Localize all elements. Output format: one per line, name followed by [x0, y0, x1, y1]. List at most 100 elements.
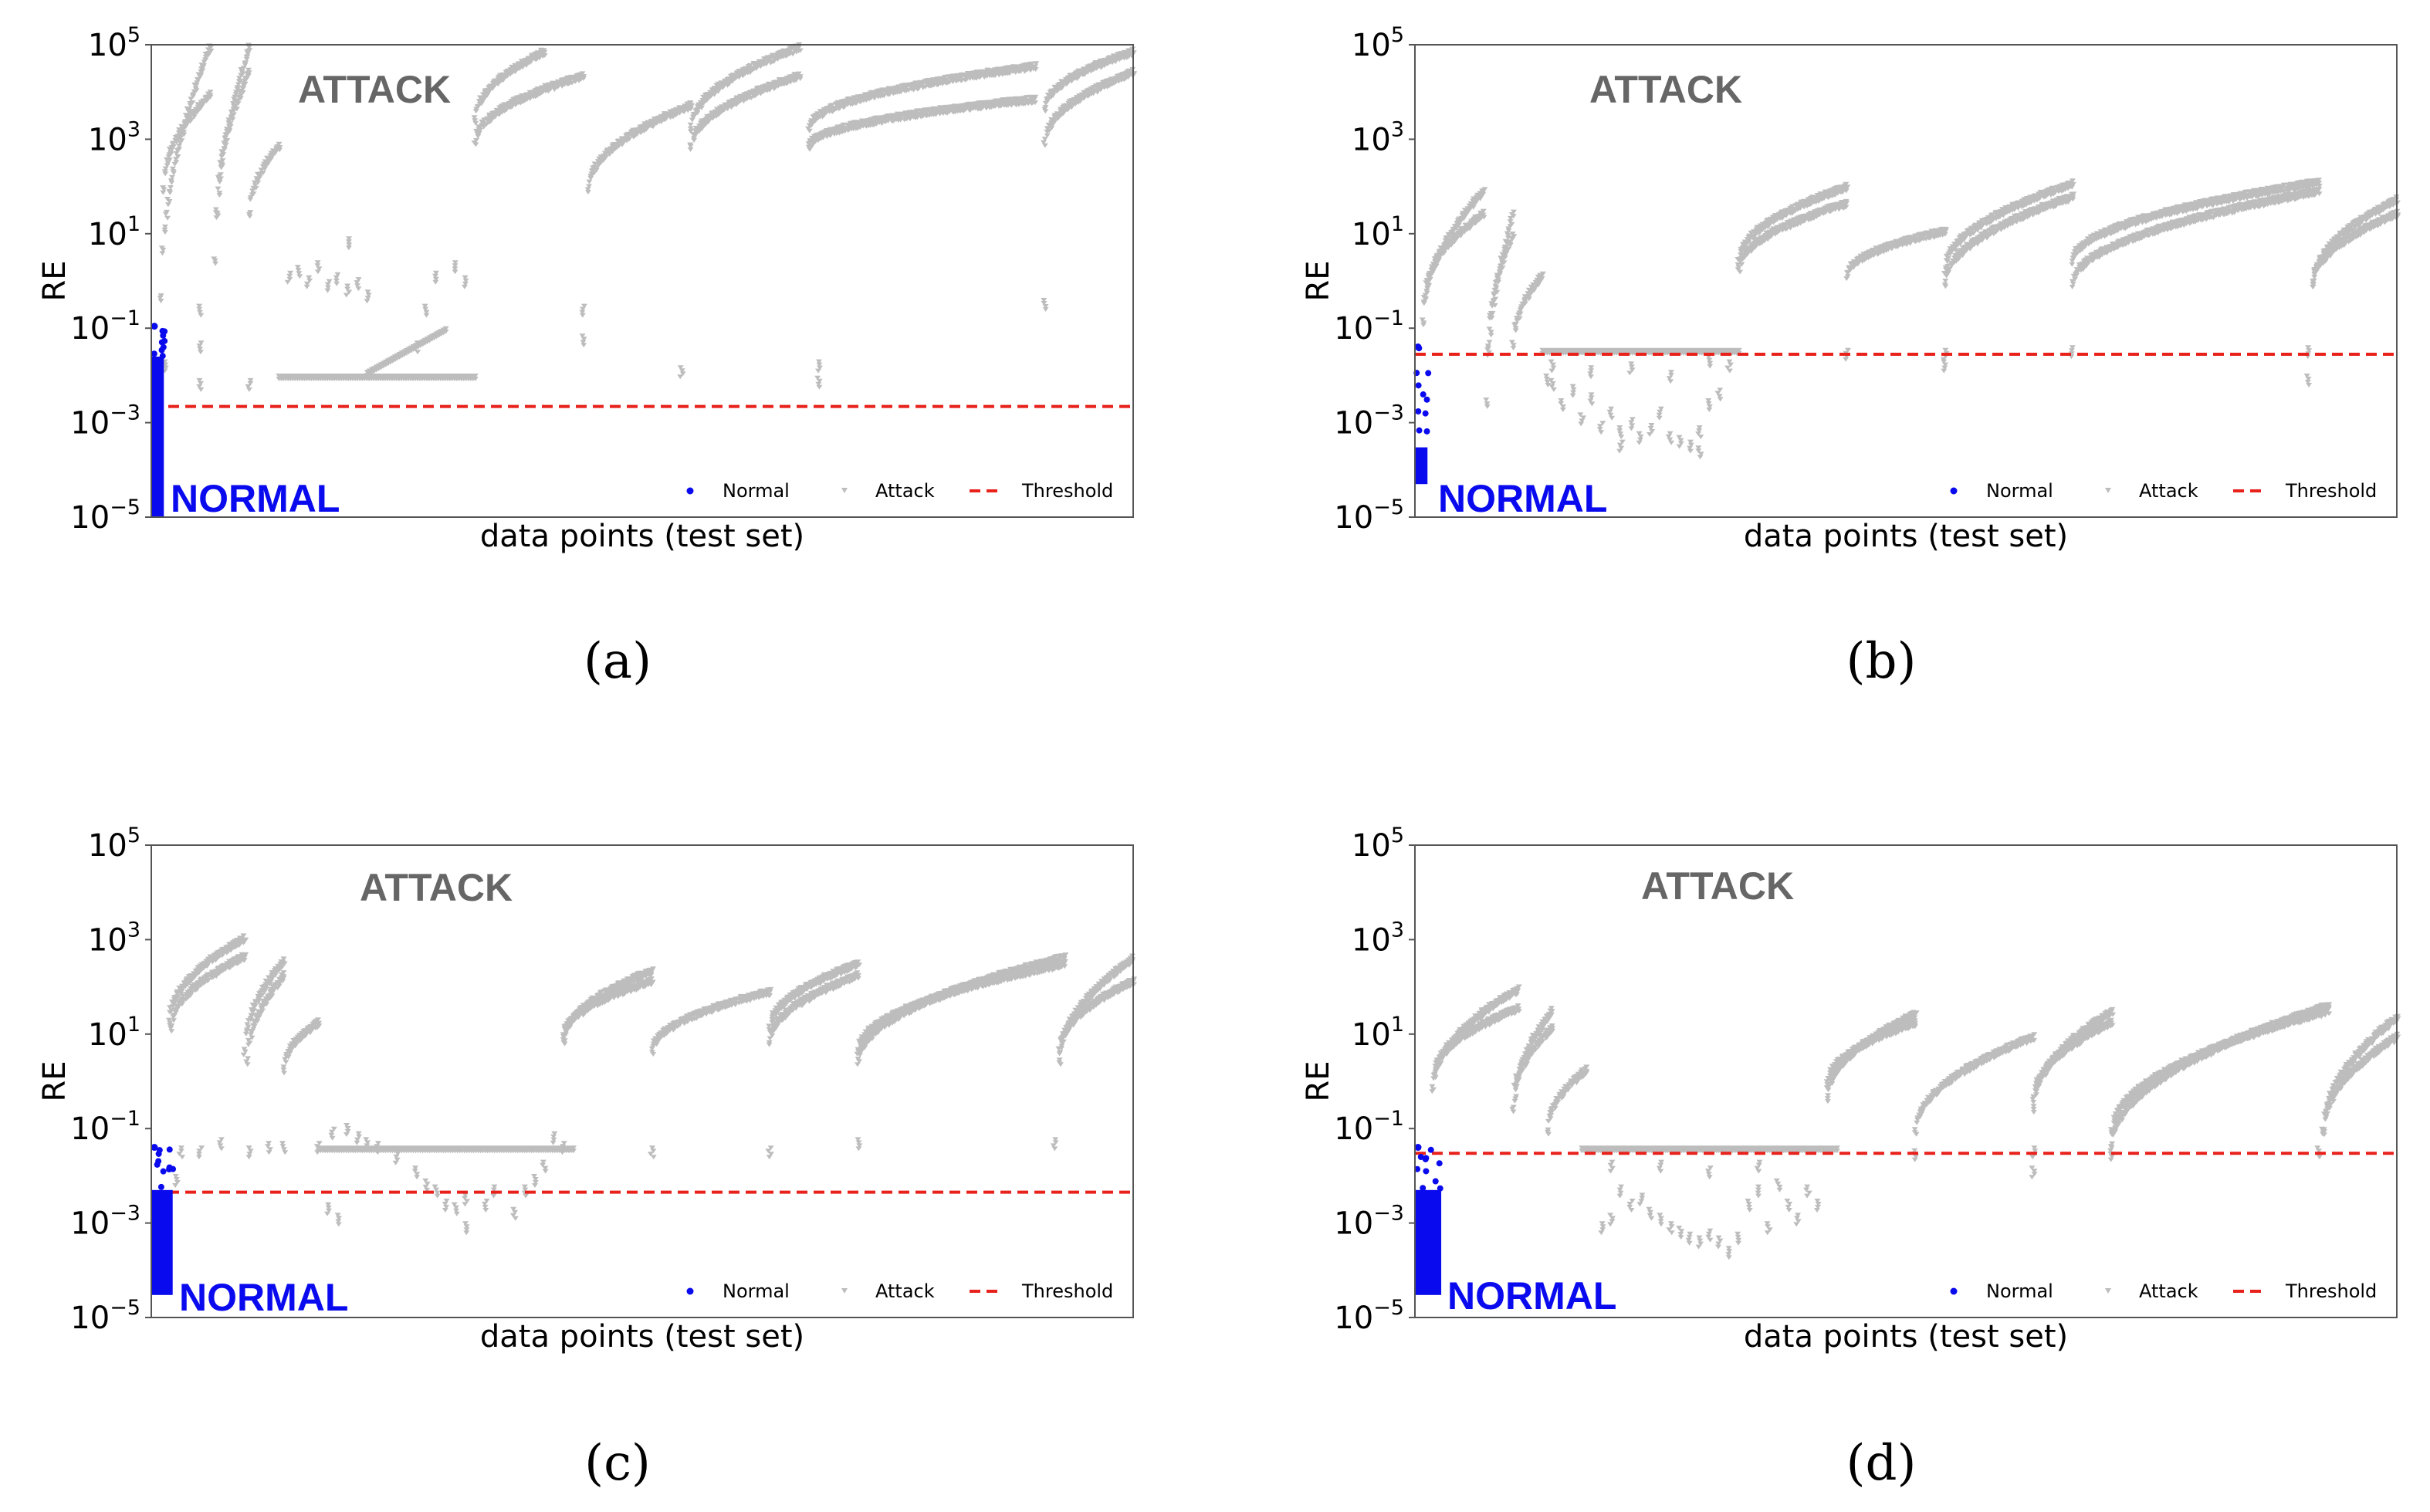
attack-arc: [1545, 1064, 1590, 1137]
legend-normal-marker: [1950, 487, 1958, 495]
attack-arc: [1430, 1003, 1522, 1081]
attack-arc-points: [648, 986, 774, 1057]
attack-arc-points: [168, 952, 249, 1034]
attack-point: [1587, 365, 1595, 380]
attack-arc-points: [471, 71, 587, 147]
attack-point: [531, 1174, 539, 1188]
attack-arc-points: [687, 42, 804, 134]
attack-arc-points: [805, 94, 1039, 152]
attack-point: [1755, 1184, 1762, 1199]
attack-arc: [2069, 178, 2323, 267]
attack-point: [1616, 1184, 1625, 1199]
attack-arc-points: [766, 959, 863, 1035]
attack-arc: [584, 100, 695, 194]
y-tick-label: 10−1: [70, 306, 140, 347]
attack-segment-points: [364, 326, 449, 378]
attack-point: [1628, 417, 1636, 431]
attack-point: [374, 1141, 381, 1155]
attack-arc-points: [1430, 1003, 1522, 1081]
attack-point: [765, 1145, 774, 1160]
attack-point: [245, 377, 254, 392]
normal-point: [151, 1144, 158, 1152]
attack-arc: [168, 952, 249, 1034]
attack-point: [284, 270, 294, 285]
attack-segment-points: [276, 374, 479, 381]
attack-point: [1636, 431, 1644, 445]
legend-threshold-label: Threshold: [2285, 1280, 2377, 1302]
normal-point: [1420, 1185, 1427, 1192]
legend-normal-label: Normal: [1986, 480, 2053, 502]
attack-arc-points: [2319, 1013, 2401, 1138]
attack-arc-points: [1735, 198, 1850, 275]
attack-arc: [1509, 1006, 1555, 1115]
y-tick-label: 10−3: [70, 401, 140, 441]
attack-arc: [1508, 271, 1546, 350]
attack-point: [216, 1137, 225, 1152]
attack-arc-points: [1843, 226, 1949, 282]
normal-point: [159, 327, 166, 334]
normal-point: [151, 323, 158, 330]
panel-c-y-ticks: 105 103 101 10−1 10−3 10−5: [70, 824, 151, 1336]
attack-arc: [1511, 1023, 1556, 1104]
panel-d-caption: (d): [1846, 1435, 1917, 1492]
panel-a-ylabel: RE: [37, 260, 73, 301]
attack-point: [1050, 1137, 1059, 1152]
attack-point: [196, 303, 205, 318]
legend-attack-marker: [2105, 488, 2111, 493]
legend-threshold-label: Threshold: [1021, 1280, 1113, 1302]
panel-a-attack-label: ATTACK: [298, 68, 451, 111]
attack-point: [1656, 1159, 1665, 1174]
normal-band-core: [1416, 1189, 1442, 1295]
attack-point: [196, 377, 205, 392]
normal-point: [1423, 428, 1430, 435]
attack-arc-points: [280, 1017, 323, 1076]
attack-arc-points: [1911, 1032, 2038, 1137]
normal-point: [154, 1161, 161, 1168]
attack-point: [176, 1145, 186, 1160]
attack-point: [421, 303, 430, 318]
attack-arc: [2320, 1031, 2401, 1137]
y-tick-label: 101: [88, 212, 140, 252]
attack-arc-points: [1041, 66, 1138, 148]
attack-point: [815, 359, 823, 374]
panel-d-normal-label: NORMAL: [1447, 1274, 1616, 1318]
attack-point: [333, 272, 341, 286]
attack-point: [1606, 406, 1616, 421]
attack-point: [2107, 1148, 2115, 1162]
y-tick-label: 103: [1352, 918, 1404, 958]
attack-arc-points: [212, 67, 252, 221]
attack-segment: [315, 1145, 577, 1154]
attack-arc-points: [2069, 186, 2323, 289]
attack-arc: [805, 61, 1040, 134]
attack-point: [1941, 359, 1948, 374]
attack-arc: [212, 67, 252, 221]
attack-arc: [1429, 984, 1522, 1094]
panel-d-y-ticks: 105 103 101 10−1 10−3 10−5: [1334, 824, 1415, 1336]
attack-point: [1587, 392, 1596, 407]
panel-c-attack-label: ATTACK: [360, 866, 513, 909]
normal-point: [151, 350, 157, 357]
attack-point: [1764, 1221, 1773, 1236]
attack-point: [363, 1137, 371, 1152]
attack-arc-points: [2310, 194, 2401, 289]
attack-arc-points: [1545, 1064, 1590, 1137]
panel-d-plot-frame: [1414, 844, 2398, 1318]
attack-arc: [2310, 208, 2401, 289]
attack-point: [1577, 412, 1587, 427]
attack-point: [1647, 423, 1656, 437]
attack-arc-points: [1735, 181, 1851, 267]
attack-point: [1636, 1192, 1646, 1207]
attack-point: [343, 1123, 351, 1137]
attack-arc: [1735, 198, 1850, 275]
normal-point: [1416, 427, 1423, 434]
attack-point: [1598, 1221, 1606, 1236]
attack-arc: [1041, 46, 1137, 114]
y-tick-label: 103: [1352, 117, 1404, 157]
panel-c-ylabel: RE: [37, 1060, 73, 1101]
attack-segment: [1579, 1145, 1840, 1154]
attack-arc: [854, 959, 1068, 1057]
attack-point: [1705, 1228, 1714, 1243]
attack-point: [2304, 345, 2313, 360]
y-tick-label: 10−3: [1334, 1202, 1404, 1242]
attack-point: [1676, 1226, 1685, 1240]
